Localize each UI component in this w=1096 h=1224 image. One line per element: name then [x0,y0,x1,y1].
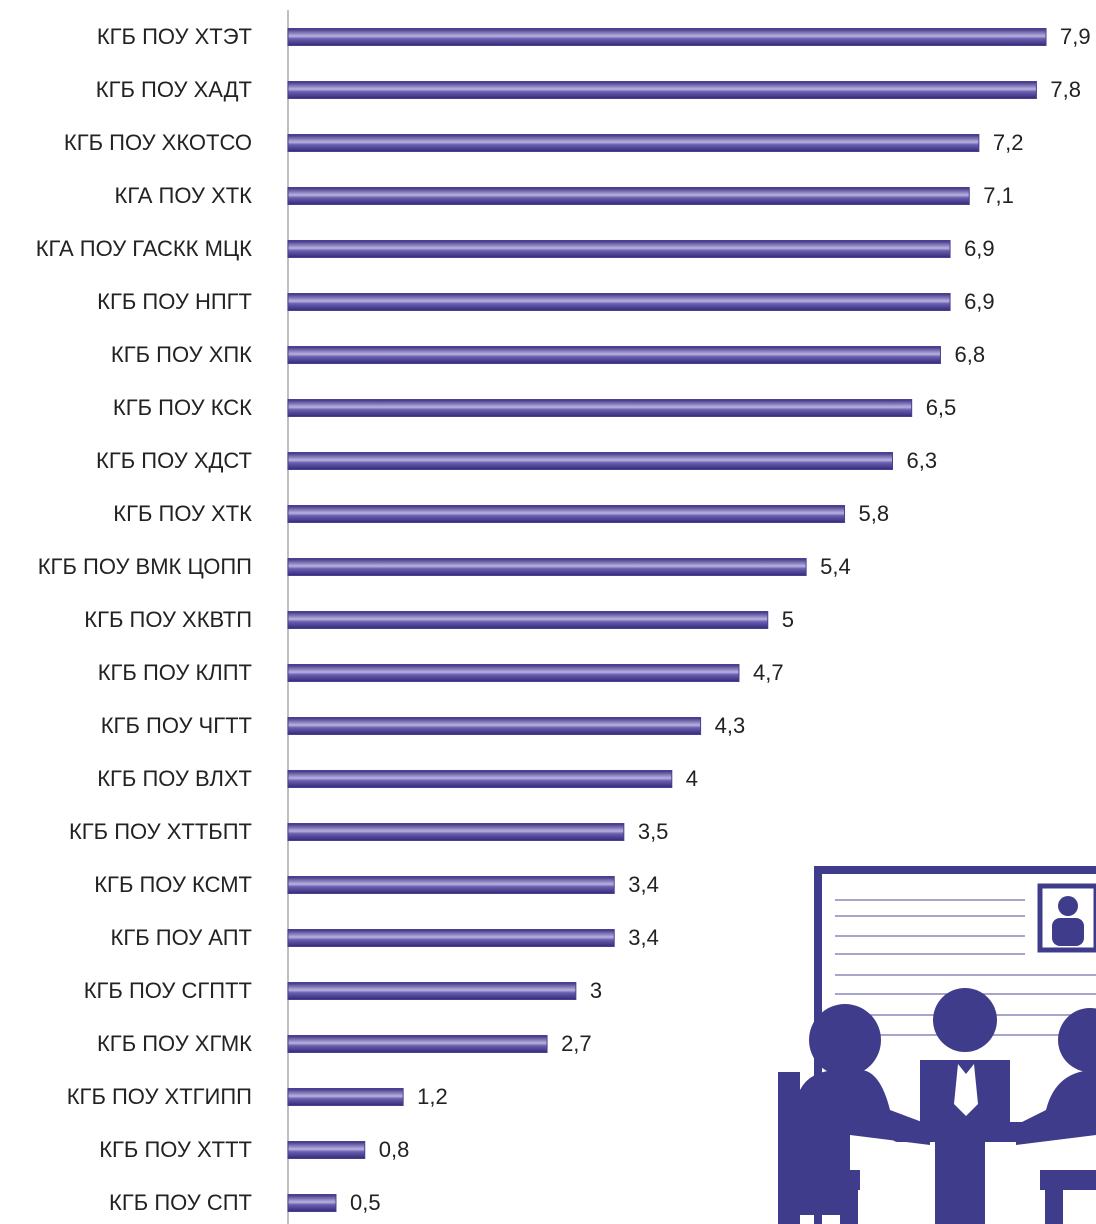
category-label: КГБ ПОУ ХТЭТ [97,24,252,49]
value-label: 6,8 [954,342,985,367]
value-label: 2,7 [561,1031,592,1056]
bar [287,982,577,1000]
bar [287,611,769,629]
value-label: 7,8 [1050,77,1081,102]
value-label: 7,9 [1060,24,1091,49]
bar [287,134,980,152]
category-label: КГБ ПОУ ХТК [113,501,252,526]
category-label: КГБ ПОУ ХГМК [97,1031,252,1056]
bar [287,1088,404,1106]
value-label: 4 [686,766,698,791]
value-label: 0,8 [379,1137,410,1162]
category-label: КГБ ПОУ ЧГТТ [101,713,252,738]
value-label: 1,2 [417,1084,448,1109]
category-label: КГБ ПОУ ХДСТ [96,448,252,473]
value-label: 0,5 [350,1190,381,1215]
value-label: 5,8 [859,501,890,526]
bar [287,240,951,258]
bar [287,452,893,470]
value-label: 7,1 [983,183,1014,208]
bar [287,346,941,364]
bar [287,1141,366,1159]
value-label: 3,5 [638,819,669,844]
bar [287,187,970,205]
bar [287,81,1037,99]
category-label: КГБ ПОУ ХАДТ [96,77,252,102]
category-label: КГБ ПОУ НПГТ [97,289,252,314]
category-label: КГБ ПОУ СПТ [109,1190,252,1215]
bar [287,717,702,735]
value-label: 4,3 [715,713,746,738]
category-label: КГБ ПОУ ВЛХТ [97,766,252,791]
category-label: КГБ ПОУ КСМТ [94,872,252,897]
category-label: КГБ ПОУ ХКВТП [84,607,252,632]
bar [287,929,615,947]
value-label: 6,3 [907,448,938,473]
bar [287,1035,548,1053]
category-label: КГБ ПОУ ХТТБПТ [69,819,252,844]
value-label: 3,4 [628,925,659,950]
category-label: КГБ ПОУ ХПК [111,342,252,367]
category-label: КГА ПОУ ГАСКК МЦК [36,236,252,261]
value-label: 3,4 [628,872,659,897]
value-label: 6,5 [926,395,957,420]
bar [287,770,673,788]
value-label: 3 [590,978,602,1003]
value-label: 5 [782,607,794,632]
category-label: КГБ ПОУ ХКОТСО [64,130,252,155]
category-label: КГБ ПОУ ХТТТ [99,1137,252,1162]
bar [287,399,913,417]
category-label: КГБ ПОУ ХТГИПП [67,1084,252,1109]
bar [287,823,625,841]
bar [287,876,615,894]
value-label: 6,9 [964,289,995,314]
category-label: КГБ ПОУ АПТ [111,925,253,950]
category-label: КГБ ПОУ КЛПТ [98,660,252,685]
category-label: КГА ПОУ ХТК [115,183,253,208]
bar [287,28,1047,46]
category-label: КГБ ПОУ СГПТТ [84,978,252,1003]
bar [287,558,807,576]
bar [287,1194,337,1212]
value-label: 6,9 [964,236,995,261]
category-label: КГБ ПОУ ВМК ЦОПП [38,554,252,579]
value-label: 4,7 [753,660,784,685]
bar [287,505,846,523]
value-label: 5,4 [820,554,851,579]
illustration [778,866,1096,1224]
bar [287,293,951,311]
bar [287,664,740,682]
value-label: 7,2 [993,130,1024,155]
category-label: КГБ ПОУ КСК [113,395,252,420]
